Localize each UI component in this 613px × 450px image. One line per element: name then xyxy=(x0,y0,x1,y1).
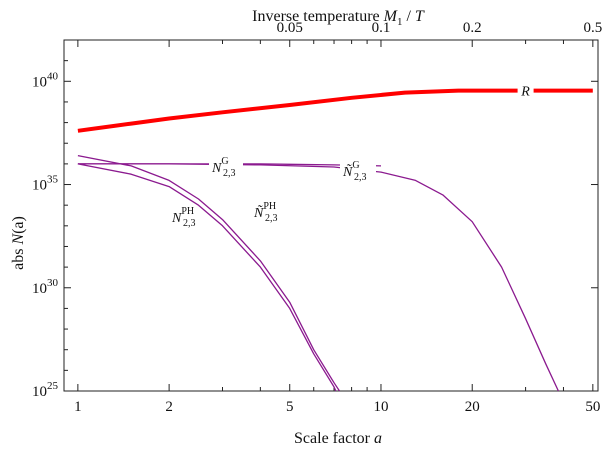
y-tick-label: 1030 xyxy=(32,277,59,297)
series-line-4 xyxy=(77,163,559,392)
label-Ntilde-G: ÑG 2,3 xyxy=(342,160,366,183)
plot-frame xyxy=(63,39,599,392)
x-tick-label: 1 xyxy=(74,399,82,415)
x-tick-label: 10 xyxy=(373,399,388,415)
series-group xyxy=(77,88,593,392)
ticks-group: 1 2 5 10 20 50 0.05 0.1 0.2 0.5 1025 1030 1035 1040 xyxy=(32,20,602,415)
x-top-tick-label: 0.5 xyxy=(583,20,602,36)
x-top-tick-label: 0.2 xyxy=(463,20,482,36)
series-line-0 xyxy=(77,88,593,133)
label-R: R xyxy=(520,85,530,100)
label-N-G: NG 2,3 xyxy=(211,156,235,179)
y-tick-label: 1025 xyxy=(32,380,59,400)
label-Ntilde-PH: ÑPH 2,3 xyxy=(253,201,277,224)
y-tick-label: 1040 xyxy=(32,70,59,90)
label-Ntilde-G-bg xyxy=(340,160,376,184)
series-line-1 xyxy=(77,163,337,392)
x-axis-title-bottom: Scale factor a xyxy=(294,430,382,447)
x-tick-label: 50 xyxy=(585,399,600,415)
x-tick-label: 20 xyxy=(465,399,480,415)
x-top-tick-label: 0.1 xyxy=(372,20,391,36)
y-tick-label: 1035 xyxy=(32,174,59,194)
curve-labels-group: R NG 2,3 ÑG 2,3 NPH 2,3 ÑPH 2,3 xyxy=(171,81,534,229)
label-N-PH: NPH 2,3 xyxy=(171,206,195,229)
x-tick-label: 2 xyxy=(165,399,173,415)
x-tick-label: 5 xyxy=(286,399,294,415)
label-N-G-bg xyxy=(209,156,243,180)
plot-frame-group xyxy=(63,39,599,392)
label-R-bg xyxy=(517,81,534,100)
x-axis-title-top: Inverse temperature M1 / T xyxy=(252,8,425,28)
x-top-tick-label: 0.05 xyxy=(277,20,303,36)
series-line-2 xyxy=(77,154,341,392)
axis-titles-group: Scale factor a Inverse temperature M1 / … xyxy=(10,8,425,447)
y-axis-title: abs N(a) xyxy=(10,216,27,270)
